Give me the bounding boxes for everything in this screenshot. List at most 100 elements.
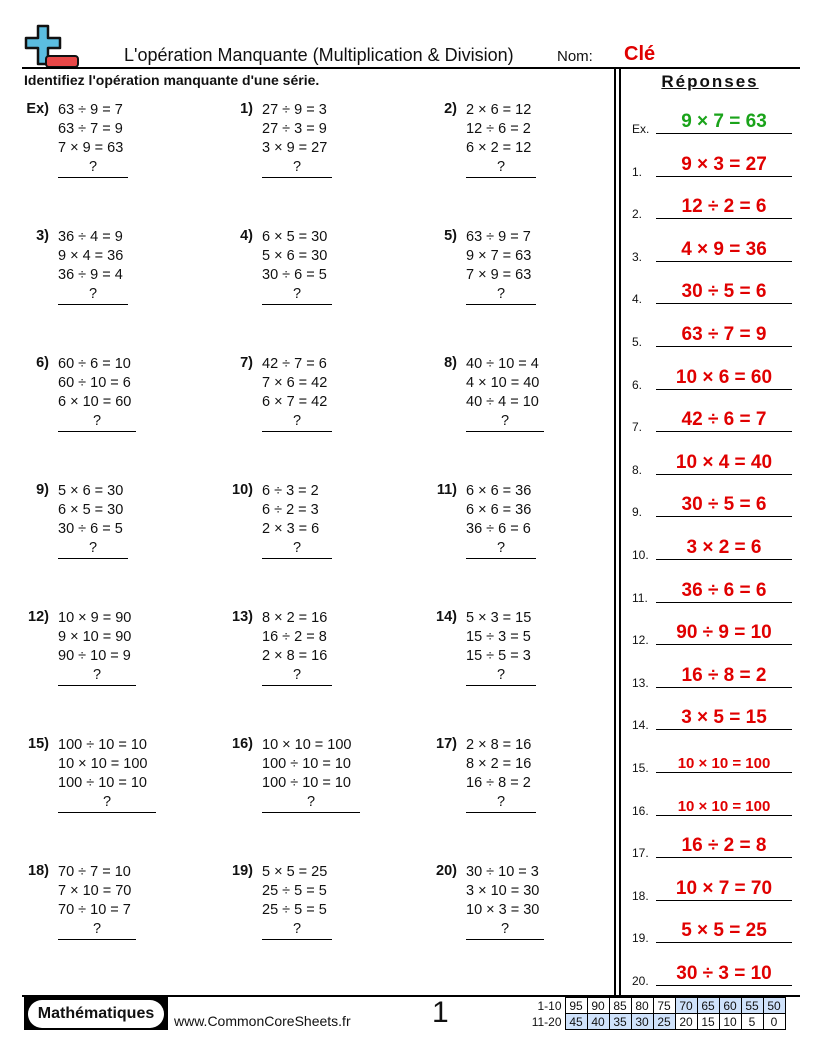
answer-item: 15. 10 × 10 = 100 bbox=[630, 747, 800, 777]
problem-number: Ex) bbox=[26, 101, 49, 117]
equation: 9 × 10 = 90 bbox=[58, 629, 132, 645]
equation: 8 × 2 = 16 bbox=[262, 610, 328, 626]
answer-value: 63 ÷ 7 = 9 bbox=[656, 324, 792, 347]
answer-value: 12 ÷ 2 = 6 bbox=[656, 196, 792, 220]
answer-label: 13. bbox=[632, 675, 649, 690]
answer-blank[interactable]: ? bbox=[466, 158, 536, 178]
answer-label: 19. bbox=[632, 931, 649, 946]
score-cell: 25 bbox=[652, 1013, 676, 1030]
equation: 5 × 5 = 25 bbox=[262, 864, 328, 880]
divider bbox=[619, 68, 621, 996]
answer-item: 16. 10 × 10 = 100 bbox=[630, 790, 800, 820]
problem-number: 1) bbox=[240, 101, 253, 117]
answer-value: 3 × 2 = 6 bbox=[656, 537, 792, 560]
answer-label: 20. bbox=[632, 974, 649, 988]
answer-blank[interactable]: ? bbox=[58, 666, 136, 686]
answer-blank[interactable]: ? bbox=[466, 666, 536, 686]
answer-blank[interactable]: ? bbox=[58, 285, 128, 305]
equation: 6 × 2 = 12 bbox=[466, 140, 532, 156]
answer-blank[interactable]: ? bbox=[262, 793, 360, 813]
equation: 7 × 9 = 63 bbox=[58, 140, 124, 156]
answer-item: 13. 16 ÷ 8 = 2 bbox=[630, 662, 800, 692]
answer-value: 42 ÷ 6 = 7 bbox=[656, 409, 792, 433]
problem-number: 3) bbox=[36, 228, 49, 244]
answer-value: 30 ÷ 5 = 6 bbox=[656, 281, 792, 305]
equation: 2 × 8 = 16 bbox=[466, 737, 532, 753]
equation: 6 × 6 = 36 bbox=[466, 483, 532, 499]
equation: 6 × 5 = 30 bbox=[58, 502, 124, 518]
equation: 27 ÷ 3 = 9 bbox=[262, 121, 327, 137]
problem: 15) 100 ÷ 10 = 10 10 × 10 = 100 100 ÷ 10 = … bbox=[24, 736, 224, 826]
answer-value: 10 × 6 = 60 bbox=[656, 367, 792, 390]
score-cell: 20 bbox=[674, 1013, 698, 1030]
equation: 15 ÷ 5 = 3 bbox=[466, 648, 531, 664]
problem-number: 8) bbox=[444, 355, 457, 371]
score-cell: 10 bbox=[718, 1013, 742, 1030]
equation: 63 ÷ 9 = 7 bbox=[466, 229, 531, 245]
problem-number: 12) bbox=[28, 609, 49, 625]
score-cell: 55 bbox=[740, 997, 764, 1014]
answer-value: 5 × 5 = 25 bbox=[656, 920, 792, 944]
problem-number: 19) bbox=[232, 863, 253, 879]
answer-blank[interactable]: ? bbox=[466, 539, 536, 559]
equation: 5 × 3 = 15 bbox=[466, 610, 532, 626]
answer-blank[interactable]: ? bbox=[262, 412, 332, 432]
equation: 100 ÷ 10 = 10 bbox=[262, 756, 351, 772]
equation: 25 ÷ 5 = 5 bbox=[262, 902, 327, 918]
answer-blank[interactable]: ? bbox=[262, 158, 332, 178]
site-url: www.CommonCoreSheets.fr bbox=[174, 1013, 351, 1029]
answer-blank[interactable]: ? bbox=[466, 412, 544, 432]
score-cell: 90 bbox=[586, 997, 610, 1014]
answer-blank[interactable]: ? bbox=[58, 158, 128, 178]
score-range: 11-20 bbox=[531, 1014, 562, 1029]
equation: 60 ÷ 6 = 10 bbox=[58, 356, 131, 372]
answer-blank[interactable]: ? bbox=[262, 920, 332, 940]
answer-blank[interactable]: ? bbox=[58, 793, 156, 813]
answer-blank[interactable]: ? bbox=[466, 285, 536, 305]
equation: 6 × 10 = 60 bbox=[58, 394, 132, 410]
answer-blank[interactable]: ? bbox=[466, 793, 536, 813]
equation: 25 ÷ 5 = 5 bbox=[262, 883, 327, 899]
problem-number: 13) bbox=[232, 609, 253, 625]
problem: 12) 10 × 9 = 90 9 × 10 = 90 90 ÷ 10 = 9? bbox=[24, 609, 224, 699]
answer-label: 1. bbox=[632, 164, 643, 179]
answer-item: 14. 3 × 5 = 15 bbox=[630, 704, 800, 734]
equation: 100 ÷ 10 = 10 bbox=[262, 775, 351, 791]
answer-label: 2. bbox=[632, 207, 643, 222]
answer-item: 6. 10 × 6 = 60 bbox=[630, 364, 800, 394]
answer-blank[interactable]: ? bbox=[58, 412, 136, 432]
problem: 4) 6 × 5 = 30 5 × 6 = 30 30 ÷ 6 = 5? bbox=[228, 228, 428, 318]
answer-blank[interactable]: ? bbox=[466, 920, 544, 940]
score-cell: 75 bbox=[652, 997, 676, 1014]
answer-blank[interactable]: ? bbox=[262, 539, 332, 559]
score-cell: 5 bbox=[740, 1013, 764, 1030]
equation: 30 ÷ 6 = 5 bbox=[262, 267, 327, 283]
equation: 2 × 8 = 16 bbox=[262, 648, 328, 664]
problem: 2) 2 × 6 = 12 12 ÷ 6 = 2 6 × 2 = 12? bbox=[432, 101, 632, 191]
problem-number: 16) bbox=[232, 736, 253, 752]
score-cell: 85 bbox=[608, 997, 632, 1014]
problem-number: 18) bbox=[28, 863, 49, 879]
answer-blank[interactable]: ? bbox=[58, 539, 128, 559]
score-range: 1-10 bbox=[537, 998, 562, 1013]
problem-number: 4) bbox=[240, 228, 253, 244]
score-cell: 40 bbox=[586, 1013, 610, 1030]
equation: 36 ÷ 6 = 6 bbox=[466, 521, 531, 537]
equation: 9 × 7 = 63 bbox=[466, 248, 532, 264]
answer-item: 17. 16 ÷ 2 = 8 bbox=[630, 832, 800, 862]
problem: Ex) 63 ÷ 9 = 7 63 ÷ 7 = 9 7 × 9 = 63? bbox=[24, 101, 224, 191]
answer-label: 16. bbox=[632, 803, 649, 818]
name-label: Nom: bbox=[557, 48, 593, 65]
equation: 9 × 4 = 36 bbox=[58, 248, 124, 264]
plus-minus-logo-icon bbox=[24, 24, 79, 68]
equation: 70 ÷ 10 = 7 bbox=[58, 902, 131, 918]
equation: 10 × 9 = 90 bbox=[58, 610, 132, 626]
answer-blank[interactable]: ? bbox=[262, 285, 332, 305]
score-cell: 65 bbox=[696, 997, 720, 1014]
answer-blank[interactable]: ? bbox=[262, 666, 332, 686]
answer-blank[interactable]: ? bbox=[58, 920, 136, 940]
score-cell: 30 bbox=[630, 1013, 654, 1030]
answer-value: 30 ÷ 3 = 10 bbox=[656, 963, 792, 986]
problem: 1) 27 ÷ 9 = 3 27 ÷ 3 = 9 3 × 9 = 27? bbox=[228, 101, 428, 191]
instructions: Identifiez l'opération manquante d'une s… bbox=[24, 72, 320, 88]
